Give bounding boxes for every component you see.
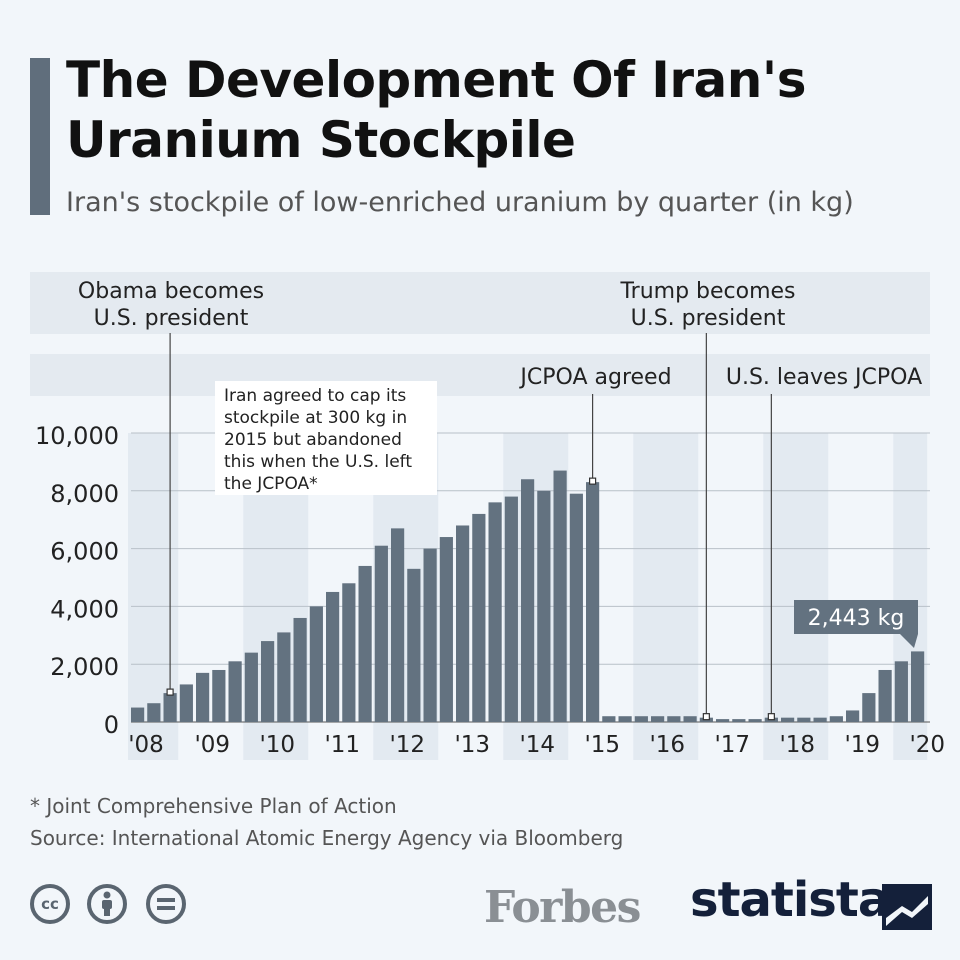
bar <box>846 710 860 722</box>
bar <box>553 470 567 722</box>
x-tick-label: '19 <box>844 732 880 758</box>
bar <box>748 719 762 722</box>
year-band <box>633 433 699 760</box>
bar <box>391 528 405 722</box>
x-tick-label: '11 <box>324 732 360 758</box>
statista-logo[interactable]: statista <box>690 872 890 928</box>
bar <box>634 716 648 722</box>
annotation-obama-marker <box>166 688 174 696</box>
annotation-value-box <box>794 600 918 634</box>
bar <box>894 661 908 722</box>
bar <box>228 661 242 722</box>
annotation-band-top <box>30 272 930 334</box>
y-tick-label: 0 <box>104 711 119 739</box>
no-derivatives-icon[interactable] <box>146 884 186 924</box>
bar <box>277 632 291 722</box>
x-tick-label: '18 <box>779 732 815 758</box>
bar <box>569 493 583 722</box>
forbes-logo[interactable]: Forbes <box>484 882 641 933</box>
bar <box>309 606 323 722</box>
x-tick-label: '15 <box>584 732 620 758</box>
annotation-value-label: 2,443 kg <box>808 606 905 631</box>
year-band <box>763 433 829 760</box>
bar <box>602 716 616 722</box>
bar <box>862 693 876 722</box>
bar <box>196 672 210 722</box>
bar <box>488 502 502 722</box>
footnote: * Joint Comprehensive Plan of Action <box>30 794 397 818</box>
bar <box>667 716 681 722</box>
bar <box>342 583 356 722</box>
bar <box>261 641 275 722</box>
x-tick-label: '20 <box>909 732 945 758</box>
annotation-cap-note: Iran agreed to cap its stockpile at 300 k… <box>224 386 412 494</box>
bar <box>878 669 892 722</box>
source-note: Source: International Atomic Energy Agen… <box>30 826 624 850</box>
bar <box>781 717 795 722</box>
bar <box>797 717 811 722</box>
bar <box>244 652 258 722</box>
bar <box>829 716 843 722</box>
page-subtitle: Iran's stockpile of low-enriched uranium… <box>66 187 854 218</box>
x-tick-label: '17 <box>714 732 750 758</box>
bar <box>586 482 600 722</box>
bar <box>716 719 730 722</box>
x-tick-label: '14 <box>519 732 555 758</box>
annotation-trump-marker <box>702 713 710 721</box>
attribution-icon[interactable] <box>87 884 127 924</box>
bar <box>456 525 470 722</box>
y-tick-label: 2,000 <box>50 653 119 681</box>
bar <box>179 684 193 722</box>
bar <box>683 716 697 722</box>
y-tick-label: 8,000 <box>50 480 119 508</box>
annotation-obama: Obama becomes U.S. president <box>78 279 264 331</box>
cc-icon[interactable]: cc <box>30 884 70 924</box>
bar <box>131 707 145 722</box>
annotation-cap-box <box>215 381 437 495</box>
y-tick-label: 10,000 <box>35 422 119 450</box>
bar <box>147 703 161 722</box>
bar <box>504 496 518 722</box>
bar <box>374 545 388 722</box>
bar <box>911 651 925 722</box>
statista-mark-icon <box>882 884 932 930</box>
bar <box>326 591 340 722</box>
annotation-us-leaves: U.S. leaves JCPOA <box>726 365 922 390</box>
page-title: The Development Of Iran's Uranium Stockp… <box>66 51 806 169</box>
bar <box>537 490 551 722</box>
annotation-us-leaves-marker <box>767 713 775 721</box>
x-tick-label: '13 <box>454 732 490 758</box>
x-tick-label: '08 <box>128 732 164 758</box>
bar <box>163 693 177 722</box>
bar <box>521 479 535 722</box>
annotation-value-pointer <box>900 634 918 648</box>
bar <box>407 568 421 722</box>
bar <box>813 717 827 722</box>
y-tick-label: 6,000 <box>50 538 119 566</box>
bar <box>423 548 437 722</box>
x-tick-label: '10 <box>259 732 295 758</box>
bar <box>472 513 486 722</box>
bar <box>293 617 307 722</box>
y-tick-label: 4,000 <box>50 595 119 623</box>
bar <box>212 669 226 722</box>
x-tick-label: '12 <box>389 732 425 758</box>
bar <box>439 537 453 722</box>
annotation-trump: Trump becomes U.S. president <box>619 279 795 331</box>
bar <box>732 719 746 722</box>
bar <box>358 565 372 722</box>
x-tick-label: '16 <box>649 732 685 758</box>
x-tick-label: '09 <box>194 732 230 758</box>
annotation-jcpoa: JCPOA agreed <box>518 365 671 390</box>
bar <box>618 716 632 722</box>
bar <box>651 716 665 722</box>
title-accent-bar <box>30 58 50 215</box>
annotation-band-middle <box>30 354 930 396</box>
annotation-jcpoa-marker <box>588 477 597 485</box>
